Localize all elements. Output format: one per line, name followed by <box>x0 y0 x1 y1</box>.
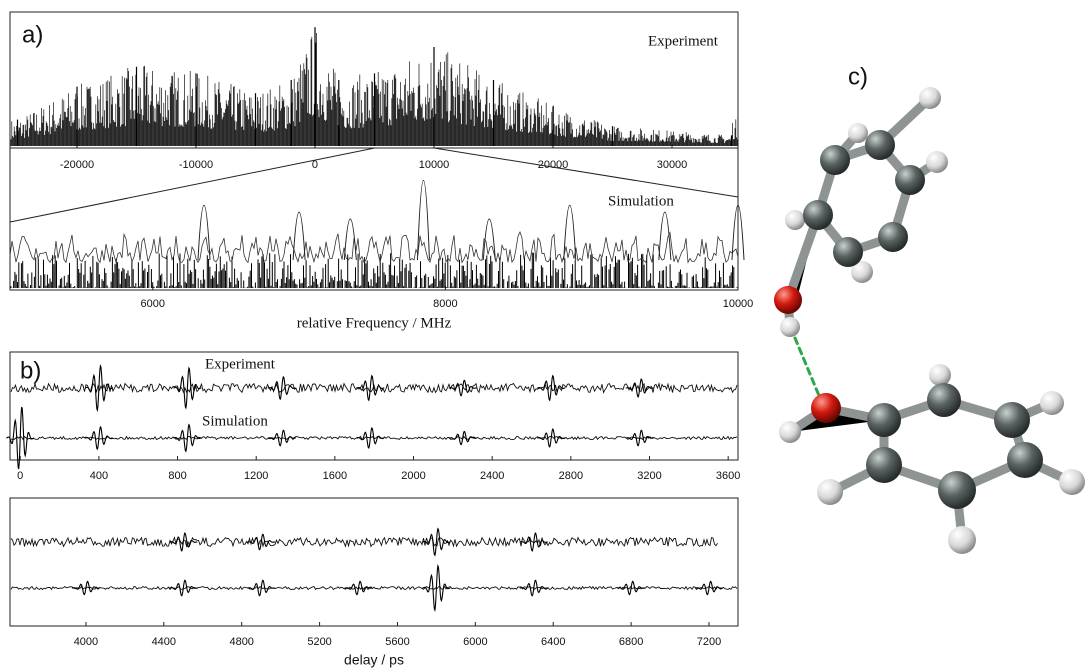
x-tick-label: 4400 <box>152 636 176 648</box>
transient-peak <box>625 378 654 398</box>
x-tick-label: 6000 <box>463 636 487 648</box>
x-tick-label: 6000 <box>141 298 165 310</box>
x-tick-label: 5600 <box>385 636 409 648</box>
x-tick-label: 5200 <box>307 636 331 648</box>
transient-peak <box>247 579 276 597</box>
transient-trace <box>10 536 718 548</box>
transient-peak <box>6 406 35 470</box>
x-tick-label: 8000 <box>433 298 457 310</box>
x-tick-label: 10000 <box>723 298 754 310</box>
peak <box>658 211 672 261</box>
transient-peak <box>519 579 548 597</box>
x-tick-label: 6400 <box>541 636 565 648</box>
transient-peak <box>169 579 198 597</box>
zoom-line <box>433 147 739 198</box>
x-tick-label: 800 <box>168 470 186 482</box>
x-tick-label: 2400 <box>480 470 504 482</box>
peak <box>292 211 306 261</box>
transient-peak <box>422 527 451 557</box>
transient-peak <box>625 429 654 447</box>
peak <box>731 205 745 261</box>
plot-frame <box>9 351 739 461</box>
transient-peak <box>173 366 202 410</box>
transient-peak <box>344 580 373 596</box>
x-tick-label: 6800 <box>619 636 643 648</box>
annotation: Experiment <box>648 33 719 49</box>
x-tick-label: 0 <box>312 159 318 171</box>
zoom-line <box>9 147 375 223</box>
transient-peak <box>448 430 477 446</box>
transient-peak <box>71 580 100 596</box>
x-tick-label: 2800 <box>559 470 583 482</box>
x-tick-label: 0 <box>17 470 23 482</box>
x-tick-label: 2000 <box>401 470 425 482</box>
transient-peak <box>537 428 566 448</box>
annotation: Simulation <box>608 193 674 209</box>
x-tick-label: 3600 <box>716 470 740 482</box>
transient-peak <box>84 425 114 451</box>
simulation-trace <box>9 231 739 264</box>
transient-peak <box>617 580 646 596</box>
peak <box>416 180 430 261</box>
panel-label: a) <box>22 21 43 48</box>
peak <box>482 218 496 261</box>
x-tick-label: 4000 <box>74 636 98 648</box>
peak <box>343 218 357 261</box>
transient-peak <box>448 379 477 397</box>
panel-label: c) <box>848 63 868 90</box>
x-tick-label: 20000 <box>538 159 569 171</box>
transient-peak <box>519 532 548 552</box>
x-tick-label: 4800 <box>229 636 253 648</box>
x-tick-label: 7200 <box>697 636 721 648</box>
spectrum-trace <box>10 31 738 146</box>
transient-peak <box>173 423 202 453</box>
x-tick-label: -10000 <box>179 159 213 171</box>
transient-peak <box>84 364 114 412</box>
transient-peak <box>247 533 276 551</box>
transient-peak <box>169 532 198 552</box>
transient-peak <box>356 374 385 402</box>
peak <box>197 205 211 261</box>
x-axis-label: delay / ps <box>344 652 404 668</box>
x-tick-label: 400 <box>90 470 108 482</box>
transient-peak <box>267 429 296 447</box>
simulation-sticks <box>10 252 739 288</box>
transient-trace <box>10 585 738 591</box>
transient-peak <box>422 564 451 612</box>
transient-peak <box>695 580 723 596</box>
molecule <box>774 87 1085 554</box>
x-axis-label: relative Frequency / MHz <box>297 315 452 331</box>
series-label: Simulation <box>202 413 268 429</box>
x-tick-label: 10000 <box>419 159 450 171</box>
peak <box>563 205 577 261</box>
panel-label: b) <box>20 357 41 384</box>
x-tick-label: 30000 <box>657 159 688 171</box>
transient-peak <box>267 375 296 401</box>
x-tick-label: 1600 <box>323 470 347 482</box>
x-tick-label: 1200 <box>244 470 268 482</box>
x-tick-label: -20000 <box>60 159 94 171</box>
transient-peak <box>356 426 385 450</box>
series-label: Experiment <box>205 356 276 372</box>
plot-frame <box>9 497 739 627</box>
transient-peak <box>537 374 566 402</box>
x-tick-label: 3200 <box>637 470 661 482</box>
